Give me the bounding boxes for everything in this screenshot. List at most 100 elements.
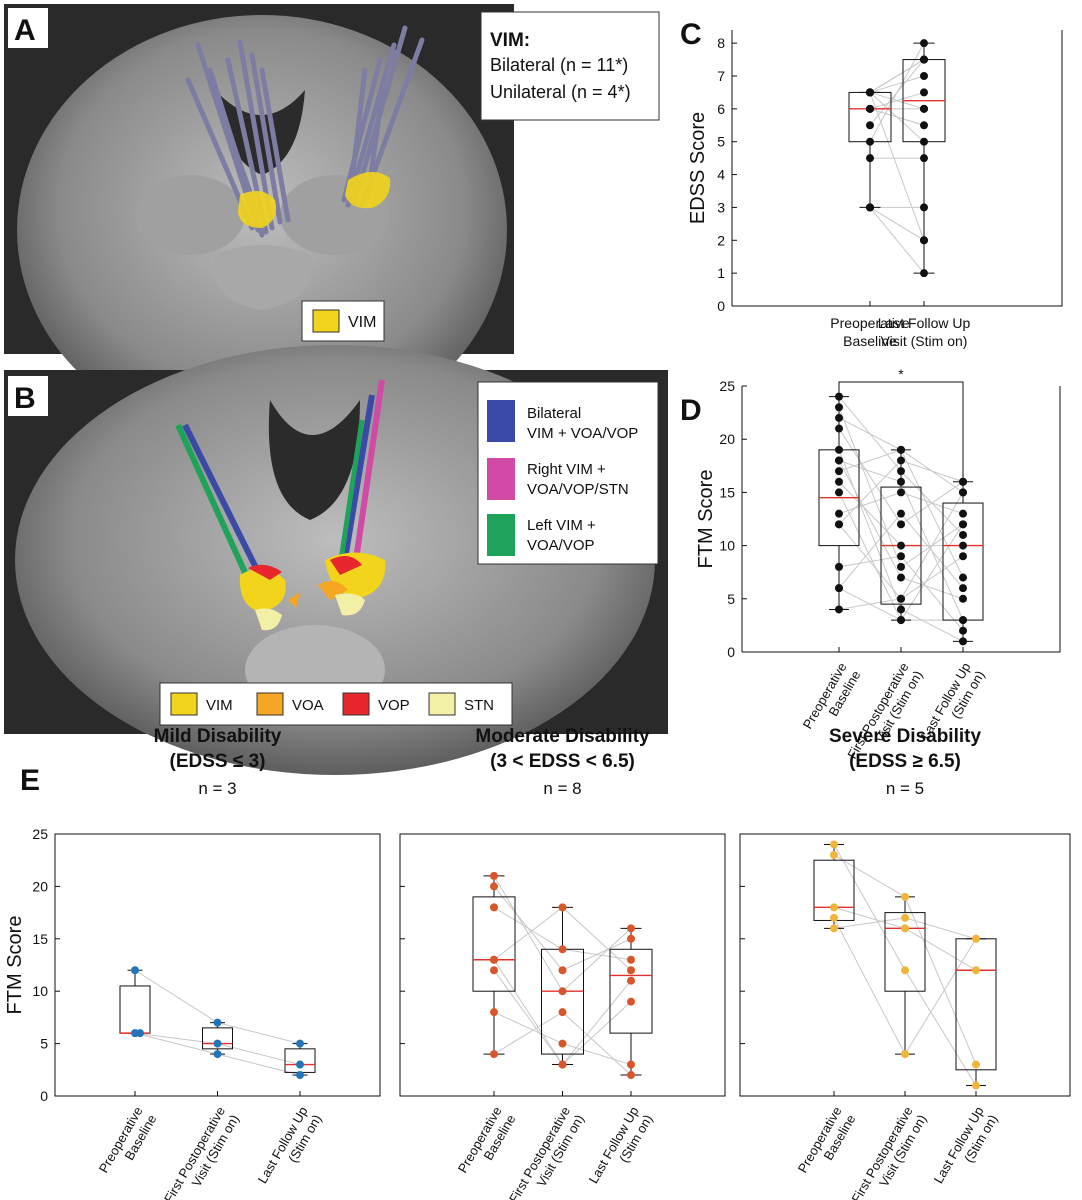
data-point <box>830 913 838 922</box>
patient-link <box>904 927 977 971</box>
patient-link <box>217 1022 301 1045</box>
legend-bilateral-line2-b: VIM + VOA/VOP <box>527 425 638 442</box>
patient-link <box>833 844 906 971</box>
data-point <box>959 552 967 561</box>
voa-left-b <box>288 592 300 608</box>
y-tick-label: 6 <box>717 101 725 117</box>
patient-link <box>493 886 563 971</box>
brainstem-a <box>213 245 312 310</box>
thalamus-left-a <box>135 175 245 255</box>
data-point <box>901 913 909 922</box>
data-point <box>213 1018 222 1027</box>
y-tick-label: 5 <box>717 134 725 150</box>
data-point <box>627 976 635 985</box>
data-point <box>959 584 967 593</box>
y-tick-label: 0 <box>40 1088 48 1104</box>
panel-b: Bilateral VIM + VOA/VOP Right VIM + VOA/… <box>4 345 668 775</box>
significance-bracket <box>838 381 964 482</box>
y-tick-label: 8 <box>717 35 725 51</box>
data-point <box>627 966 635 975</box>
box <box>884 912 926 992</box>
patient-link <box>869 92 925 143</box>
patient-link <box>900 470 964 536</box>
data-point <box>830 850 838 859</box>
legend-box-a <box>480 11 660 121</box>
data-point <box>897 573 905 582</box>
lead-green-right-b <box>335 419 365 581</box>
data-point <box>627 934 635 943</box>
patient-link <box>562 1043 632 1066</box>
data-point <box>901 966 909 975</box>
stn-left-b <box>255 608 282 631</box>
chart-subtitle: (EDSS ≥ 6.5) <box>849 751 961 772</box>
data-point <box>901 892 909 901</box>
data-point <box>866 203 874 212</box>
patient-link <box>904 896 977 1065</box>
data-point <box>835 562 843 571</box>
patient-link <box>838 449 902 610</box>
data-point <box>490 871 498 880</box>
patient-link <box>833 917 906 929</box>
data-point <box>830 924 838 933</box>
y-tick-label: 7 <box>717 68 725 84</box>
x-tick-label: Baseline <box>843 333 897 349</box>
data-point <box>920 121 928 130</box>
data-point <box>920 104 928 113</box>
data-point <box>959 616 967 625</box>
patient-link <box>904 969 977 1086</box>
data-point <box>558 1039 567 1048</box>
data-point <box>897 562 905 571</box>
data-point <box>213 1039 222 1048</box>
data-point <box>835 605 843 614</box>
patient-link <box>869 91 925 110</box>
patient-link <box>904 938 977 1055</box>
data-point <box>897 456 905 465</box>
data-point <box>866 88 874 97</box>
data-point <box>901 924 909 933</box>
y-tick-label: 4 <box>717 167 725 183</box>
patient-link <box>493 959 563 1065</box>
data-point <box>558 987 567 996</box>
patient-link <box>562 1011 632 1076</box>
legend-line-bilateral-a: Bilateral (n = 11*) <box>490 55 628 75</box>
data-point <box>920 39 928 48</box>
stn-right-b <box>335 593 365 616</box>
patient-link <box>838 492 902 621</box>
key-swatch-vim-b <box>170 692 198 716</box>
y-tick-label: 15 <box>719 484 735 500</box>
data-point <box>835 477 843 486</box>
panel-letter-a-bg <box>8 8 48 48</box>
data-point <box>920 154 928 163</box>
data-point <box>835 488 843 497</box>
y-tick-label: 2 <box>717 232 725 248</box>
box <box>202 1027 233 1050</box>
key-label-vim-b: VIM <box>206 697 233 714</box>
key-label-voa-b: VOA <box>292 697 324 714</box>
data-point <box>897 509 905 518</box>
data-point <box>866 121 874 130</box>
data-point <box>897 445 905 454</box>
data-point <box>490 903 498 912</box>
key-label-vop-b: VOP <box>378 697 410 714</box>
key-swatch-vop-b <box>342 692 370 716</box>
data-point <box>296 1071 304 1080</box>
patient-link <box>900 555 964 600</box>
patient-link <box>493 875 563 992</box>
data-point <box>920 137 928 146</box>
patient-link <box>217 1053 301 1076</box>
data-point <box>835 456 843 465</box>
data-point <box>920 88 928 97</box>
data-point <box>897 594 905 603</box>
data-point <box>920 55 928 64</box>
data-point <box>296 1060 304 1069</box>
patient-link <box>869 59 925 93</box>
data-point <box>897 520 905 529</box>
data-point <box>959 509 967 518</box>
patient-link <box>134 1032 218 1055</box>
data-point <box>835 509 843 518</box>
chart-n: n = 8 <box>543 779 581 798</box>
data-point <box>835 403 843 412</box>
